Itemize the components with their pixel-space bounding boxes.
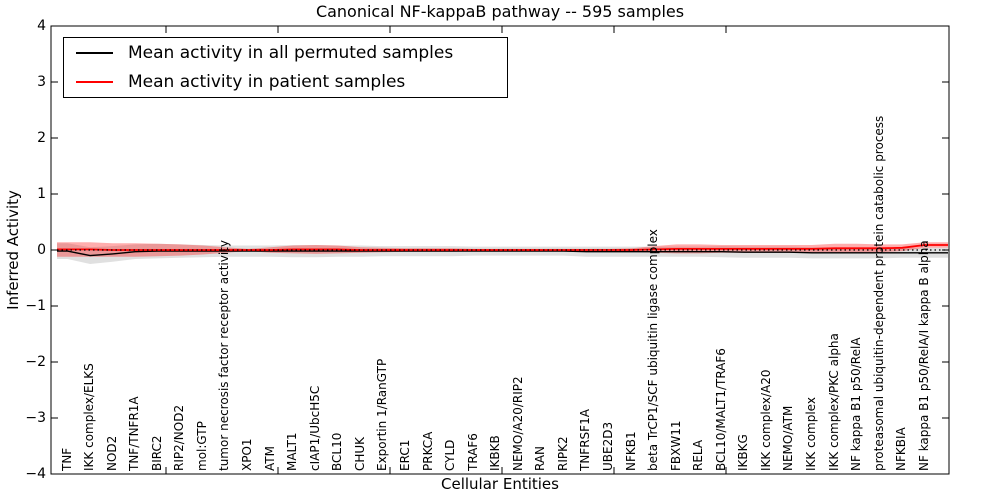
patient-line-sample-icon (76, 81, 113, 83)
x-tick-label: TNF/TNFR1A (127, 396, 142, 471)
legend-label: Mean activity in patient samples (128, 72, 406, 92)
x-tick-label: BCL10/MALT1/TRAF6 (713, 348, 728, 471)
x-tick-label: IKBKB (488, 435, 503, 471)
legend-item-patient: Mean activity in patient samples (64, 68, 507, 97)
x-tick-label: cIAP1/UbcH5C (307, 385, 322, 471)
x-tick-label: XPO1 (240, 438, 254, 471)
x-tick-label: NFKB1 (623, 431, 638, 471)
x-tick-label: proteasomal ubiquitin-dependent protein … (871, 115, 886, 471)
y-tick-label: 4 (37, 18, 46, 34)
x-tick-label: FBXW11 (668, 420, 683, 472)
x-tick-label: NF kappa B1 p50/RelA/I kappa B alpha (916, 240, 931, 471)
x-tick-label: NFKBIA (894, 427, 909, 471)
x-tick-label: MALT1 (285, 432, 300, 471)
x-tick-label: IKK complex (804, 397, 818, 471)
x-tick-label: NF kappa B1 p50/RelA (849, 337, 864, 471)
x-tick-label: ATM (262, 446, 277, 471)
y-tick-label: 0 (37, 242, 46, 258)
x-tick-label: IKK complex/PKC alpha (826, 333, 841, 471)
x-tick-label: CHUK (352, 436, 367, 471)
permuted-line-sample-icon (76, 52, 113, 54)
x-tick-label: RIP2/NOD2 (172, 404, 187, 471)
y-tick-label: 2 (37, 130, 46, 146)
x-tick-label: IKK complex/ELKS (82, 363, 97, 471)
y-tick-label: −4 (25, 466, 46, 482)
x-tick-label: RAN (533, 445, 548, 471)
x-axis-title: Cellular Entities (441, 475, 559, 493)
permuted-mean-line (57, 250, 948, 257)
x-tick-label: IKBKG (736, 434, 751, 471)
x-tick-label: TNF (59, 447, 74, 471)
x-tick-label: BCL10 (330, 432, 345, 471)
x-tick-label: RELA (691, 439, 706, 471)
x-tick-label: ERC1 (397, 439, 412, 471)
y-tick-label: −3 (25, 410, 46, 426)
y-tick-label: −2 (25, 354, 46, 370)
x-tick-label: tumor necrosis factor receptor activity (217, 240, 232, 471)
x-tick-label: IKK complex/A20 (758, 369, 773, 471)
y-tick-label: 3 (37, 74, 46, 90)
legend-item-permuted: Mean activity in all permuted samples (64, 39, 507, 68)
x-tick-label: NEMO/A20/RIP2 (510, 376, 525, 471)
x-tick-label: UBE2D3 (601, 421, 615, 471)
legend-label: Mean activity in all permuted samples (128, 43, 454, 63)
x-tick-label: RIPK2 (555, 436, 570, 471)
y-tick-label: 1 (37, 186, 46, 202)
x-tick-label: NOD2 (104, 435, 119, 471)
x-tick-label: mol:GTP (194, 421, 209, 471)
x-tick-label: CYLD (443, 439, 457, 471)
x-tick-label: PRKCA (420, 431, 435, 471)
legend: Mean activity in all permuted samples Me… (63, 37, 508, 98)
x-tick-label: TRAF6 (465, 433, 480, 471)
x-tick-label: beta TrCP1/SCF ubiquitin ligase complex (646, 229, 661, 471)
x-tick-label: TNFRSF1A (578, 409, 593, 471)
y-tick-label: −1 (25, 298, 46, 314)
x-tick-label: BIRC2 (149, 435, 164, 471)
x-tick-label: NEMO/ATM (781, 405, 796, 471)
chart-title: Canonical NF-kappaB pathway -- 595 sampl… (315, 2, 685, 21)
patient-mean-line (57, 244, 948, 251)
x-tick-label: Exportin 1/RanGTP (375, 358, 390, 471)
